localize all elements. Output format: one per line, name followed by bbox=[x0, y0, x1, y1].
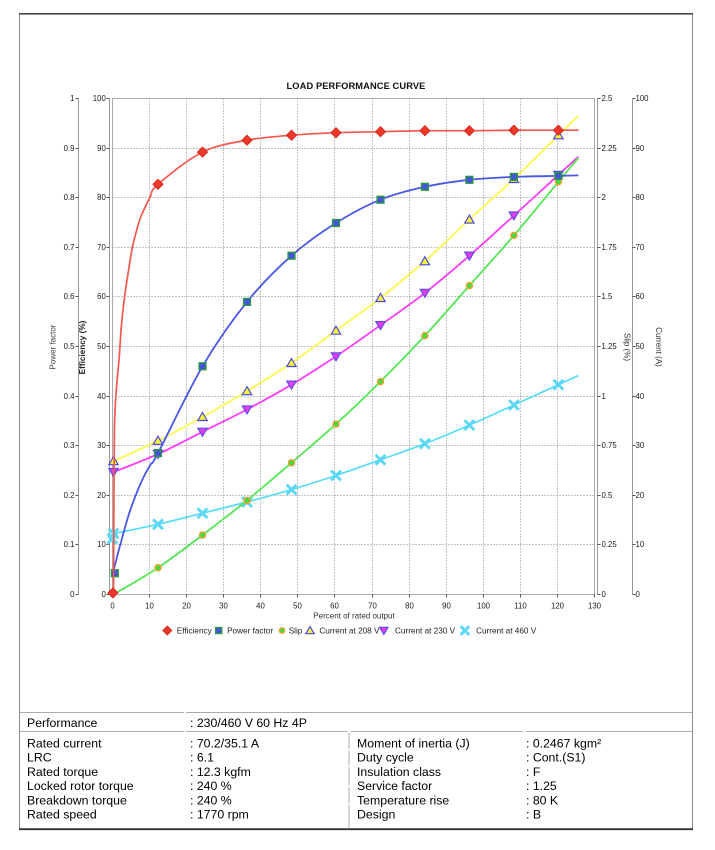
svg-text:50: 50 bbox=[293, 601, 302, 610]
svg-text:Power factor: Power factor bbox=[227, 627, 273, 636]
svg-text:: 6.1: : 6.1 bbox=[190, 751, 214, 765]
svg-text:40: 40 bbox=[97, 392, 106, 401]
svg-text:0.5: 0.5 bbox=[64, 342, 76, 351]
svg-text:100: 100 bbox=[93, 94, 107, 103]
svg-text:90: 90 bbox=[442, 601, 451, 610]
svg-text:Efficiency (%): Efficiency (%) bbox=[78, 320, 87, 374]
svg-text:0.4: 0.4 bbox=[64, 392, 76, 401]
svg-text:1: 1 bbox=[602, 392, 606, 401]
svg-text:Slip: Slip bbox=[289, 627, 303, 636]
svg-text:Current (A): Current (A) bbox=[654, 327, 663, 367]
svg-text:0.6: 0.6 bbox=[64, 292, 75, 301]
svg-text:80: 80 bbox=[405, 601, 414, 610]
svg-text:2.5: 2.5 bbox=[602, 94, 614, 103]
svg-text:1.75: 1.75 bbox=[602, 243, 618, 252]
svg-text:Rated torque: Rated torque bbox=[27, 765, 98, 779]
svg-text:Temperature rise: Temperature rise bbox=[357, 793, 449, 807]
svg-text:10: 10 bbox=[145, 601, 154, 610]
svg-text:Rated current: Rated current bbox=[27, 736, 102, 750]
svg-text:: 240 %: : 240 % bbox=[190, 779, 232, 793]
svg-text:: 70.2/35.1 A: : 70.2/35.1 A bbox=[190, 736, 260, 750]
svg-text:0: 0 bbox=[110, 601, 115, 610]
svg-text:10: 10 bbox=[636, 540, 645, 549]
svg-text:90: 90 bbox=[636, 144, 645, 153]
svg-text:70: 70 bbox=[368, 601, 377, 610]
svg-text:Insulation class: Insulation class bbox=[357, 765, 441, 779]
svg-text:40: 40 bbox=[636, 392, 645, 401]
svg-text:40: 40 bbox=[256, 601, 265, 610]
svg-text:LRC: LRC bbox=[27, 751, 52, 765]
svg-text:Slip (%): Slip (%) bbox=[623, 333, 632, 361]
svg-text:1: 1 bbox=[70, 94, 74, 103]
svg-text:0: 0 bbox=[70, 590, 75, 599]
svg-text:: 230/460 V 60 Hz 4P: : 230/460 V 60 Hz 4P bbox=[190, 716, 307, 730]
svg-text:1.5: 1.5 bbox=[602, 292, 614, 301]
svg-text:60: 60 bbox=[636, 292, 645, 301]
svg-text:0.5: 0.5 bbox=[602, 491, 614, 500]
svg-text:70: 70 bbox=[636, 243, 645, 252]
svg-text:: B: : B bbox=[526, 808, 541, 822]
svg-text:: 12.3 kgfm: : 12.3 kgfm bbox=[190, 765, 251, 779]
svg-text:Performance: Performance bbox=[27, 716, 98, 730]
svg-text:100: 100 bbox=[477, 601, 491, 610]
svg-text:0.7: 0.7 bbox=[64, 243, 75, 252]
svg-text:70: 70 bbox=[97, 243, 106, 252]
svg-text:80: 80 bbox=[97, 193, 106, 202]
svg-text:Design: Design bbox=[357, 808, 395, 822]
svg-text:30: 30 bbox=[97, 441, 106, 450]
svg-text:Breakdown torque: Breakdown torque bbox=[27, 793, 127, 807]
svg-text:Current at 460 V: Current at 460 V bbox=[476, 627, 537, 636]
svg-text:80: 80 bbox=[636, 193, 645, 202]
svg-text:Rated speed: Rated speed bbox=[27, 808, 97, 822]
svg-text:0: 0 bbox=[101, 590, 106, 599]
svg-text:30: 30 bbox=[219, 601, 228, 610]
svg-text:20: 20 bbox=[97, 491, 106, 500]
svg-text:1.25: 1.25 bbox=[602, 342, 618, 351]
svg-text:30: 30 bbox=[636, 441, 645, 450]
svg-text:0.1: 0.1 bbox=[64, 540, 75, 549]
svg-text:: 0.2467 kgm²: : 0.2467 kgm² bbox=[526, 736, 601, 750]
svg-text:Service factor: Service factor bbox=[357, 779, 432, 793]
svg-text:60: 60 bbox=[97, 292, 106, 301]
svg-text:Current at 208 V: Current at 208 V bbox=[319, 627, 380, 636]
svg-text:LOAD PERFORMANCE CURVE: LOAD PERFORMANCE CURVE bbox=[287, 81, 426, 91]
svg-text:: 1.25: : 1.25 bbox=[526, 779, 557, 793]
svg-text:0.25: 0.25 bbox=[602, 540, 618, 549]
svg-text:20: 20 bbox=[182, 601, 191, 610]
svg-text:0.75: 0.75 bbox=[602, 441, 618, 450]
svg-text:0.9: 0.9 bbox=[64, 144, 75, 153]
svg-text:Efficiency: Efficiency bbox=[177, 627, 213, 636]
svg-text:0.3: 0.3 bbox=[64, 441, 75, 450]
svg-text:Power factor: Power factor bbox=[49, 324, 58, 369]
svg-text:0: 0 bbox=[602, 590, 607, 599]
svg-text:: F: : F bbox=[526, 765, 541, 779]
svg-text:: 1770 rpm: : 1770 rpm bbox=[190, 808, 249, 822]
svg-text:2: 2 bbox=[602, 193, 606, 202]
svg-text:Current at 230 V: Current at 230 V bbox=[395, 627, 456, 636]
svg-text:Percent of rated output: Percent of rated output bbox=[313, 612, 395, 621]
svg-text:130: 130 bbox=[588, 601, 602, 610]
svg-text:0.8: 0.8 bbox=[64, 193, 75, 202]
svg-text:Duty cycle: Duty cycle bbox=[357, 751, 414, 765]
svg-text:60: 60 bbox=[330, 601, 339, 610]
svg-text:100: 100 bbox=[636, 94, 650, 103]
svg-text:0.2: 0.2 bbox=[64, 491, 75, 500]
svg-text:10: 10 bbox=[97, 540, 106, 549]
svg-text:: 240 %: : 240 % bbox=[190, 793, 232, 807]
svg-text:2.25: 2.25 bbox=[602, 144, 618, 153]
svg-text:: 80 K: : 80 K bbox=[526, 793, 559, 807]
svg-text:50: 50 bbox=[636, 342, 645, 351]
svg-text:0: 0 bbox=[636, 590, 641, 599]
svg-text:110: 110 bbox=[514, 601, 527, 610]
svg-text:Locked rotor torque: Locked rotor torque bbox=[27, 779, 134, 793]
svg-text:90: 90 bbox=[97, 144, 106, 153]
svg-text:: Cont.(S1): : Cont.(S1) bbox=[526, 751, 585, 765]
svg-text:Moment of inertia (J): Moment of inertia (J) bbox=[357, 736, 470, 750]
svg-text:50: 50 bbox=[97, 342, 106, 351]
svg-text:20: 20 bbox=[636, 491, 645, 500]
svg-text:120: 120 bbox=[551, 601, 565, 610]
